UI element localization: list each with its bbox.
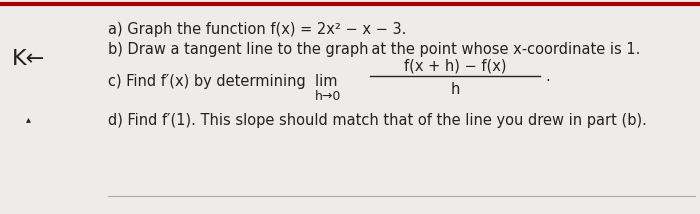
Text: d) Find f′(1). This slope should match that of the line you drew in part (b).: d) Find f′(1). This slope should match t… <box>108 113 647 128</box>
Text: a) Graph the function f(x) = 2x² − x − 3.: a) Graph the function f(x) = 2x² − x − 3… <box>108 21 407 37</box>
Text: b) Draw a tangent line to the graph at the point whose x-coordinate is 1.: b) Draw a tangent line to the graph at t… <box>108 42 640 56</box>
Text: h→0: h→0 <box>315 89 341 103</box>
Text: ▴: ▴ <box>26 114 30 124</box>
Text: h: h <box>450 82 460 97</box>
Text: f(x + h) − f(x): f(x + h) − f(x) <box>404 58 506 73</box>
Text: c) Find f′(x) by determining  lim: c) Find f′(x) by determining lim <box>108 73 337 89</box>
Text: .: . <box>545 68 550 83</box>
Text: K←: K← <box>11 49 45 69</box>
